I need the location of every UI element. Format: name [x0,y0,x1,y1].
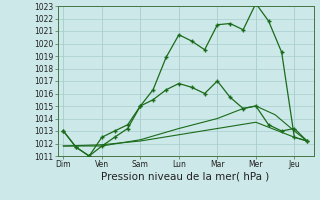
X-axis label: Pression niveau de la mer( hPa ): Pression niveau de la mer( hPa ) [101,172,270,182]
